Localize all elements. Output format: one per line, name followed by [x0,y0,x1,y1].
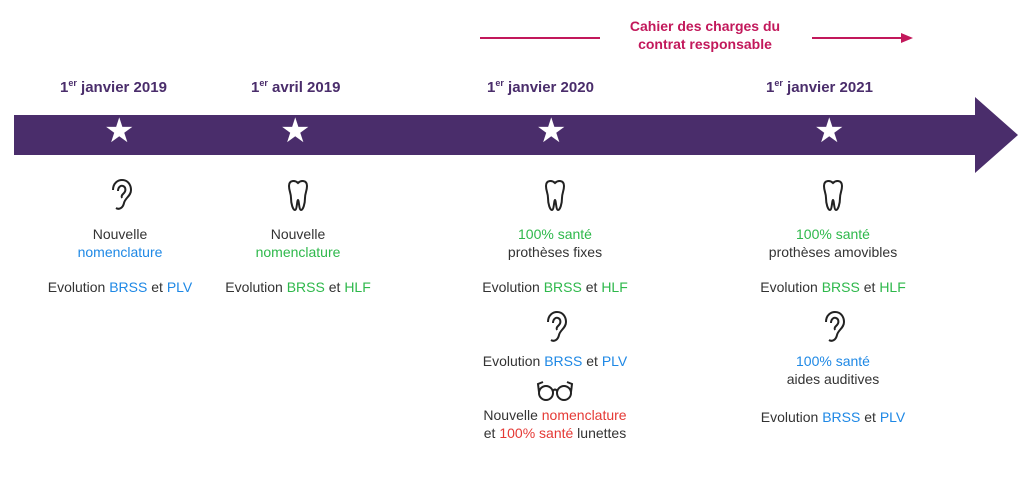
banner-line-left [480,37,600,39]
date-2019-01: 1er janvier 2019 [60,78,167,96]
tooth-icon [822,180,844,212]
date-2019-04: 1er avril 2019 [251,78,341,96]
tooth-icon [544,180,566,212]
block3-line1: Nouvelle nomenclature [483,407,627,423]
evolution-line-2: Evolution BRSS et PLV [760,409,906,425]
block1-line2: prothèses amovibles [768,244,898,260]
evolution-line: Evolution BRSS et HLF [482,279,628,295]
star-marker: ★ [536,112,567,150]
block1-line1: 100% santé [796,226,870,242]
date-2021-01: 1er janvier 2021 [766,78,873,96]
milestone-2019-04: Nouvelle nomenclature Evolution BRSS et … [208,178,388,296]
evolution-line: Evolution BRSS et HLF [225,279,371,295]
star-marker: ★ [104,112,135,150]
block1-line2: nomenclature [77,244,163,260]
timeline-arrow [14,97,1018,173]
block1-line1: 100% santé [518,226,592,242]
milestone-2020-01: 100% santé prothèses fixes Evolution BRS… [455,178,655,442]
ear-icon [112,178,133,210]
milestone-2021-01: 100% santé prothèses amovibles Evolution… [733,178,933,426]
date-2020-01: 1er janvier 2020 [487,78,594,96]
block2-line1: 100% santé [796,353,870,369]
milestone-2019-01: Nouvelle nomenclature Evolution BRSS et … [30,178,210,296]
block2-line2: aides auditives [786,371,880,387]
star-marker: ★ [280,112,311,150]
banner-line1: Cahier des charges du [629,18,781,34]
glasses-icon [536,381,574,401]
banner-line2: contrat responsable [638,36,772,52]
star-marker: ★ [814,112,845,150]
ear-icon [825,310,846,342]
evolution-line-2: Evolution BRSS et PLV [482,353,628,369]
banner-arrow-head [901,33,913,43]
ear-icon [547,310,568,342]
banner-title: Cahier des charges du contrat responsabl… [600,17,810,53]
block1-line1: Nouvelle [270,226,326,242]
block1-line1: Nouvelle [92,226,148,242]
banner-line-right [812,37,902,39]
block3-line2: et 100% santé lunettes [483,425,627,441]
tooth-icon [287,180,309,212]
block1-line2: nomenclature [255,244,341,260]
evolution-line: Evolution BRSS et PLV [47,279,193,295]
block1-line2: prothèses fixes [507,244,603,260]
evolution-line: Evolution BRSS et HLF [760,279,906,295]
